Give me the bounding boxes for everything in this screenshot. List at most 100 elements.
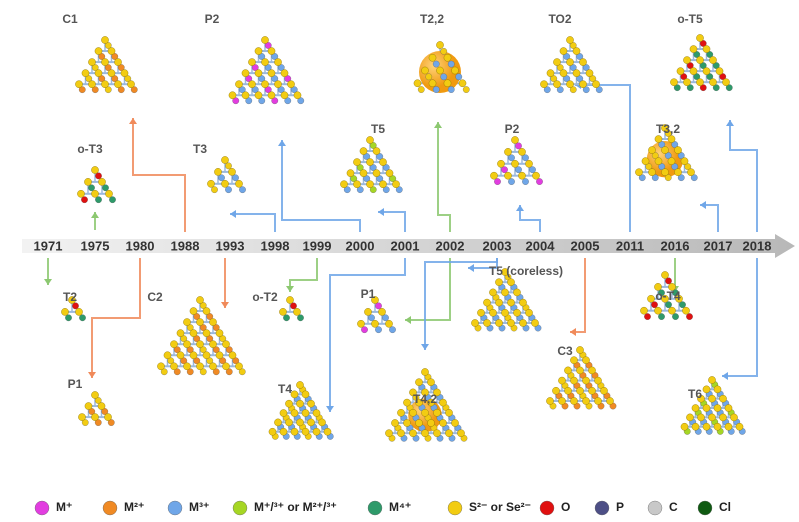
atom bbox=[443, 79, 452, 88]
atom bbox=[296, 399, 304, 408]
atom bbox=[579, 80, 587, 88]
atom bbox=[287, 80, 295, 88]
arrowhead bbox=[221, 302, 229, 308]
atom bbox=[94, 397, 102, 404]
atom bbox=[167, 357, 175, 365]
atom bbox=[661, 271, 669, 279]
atom bbox=[264, 42, 272, 49]
atom bbox=[691, 404, 700, 412]
atom bbox=[592, 80, 600, 88]
atom bbox=[114, 80, 122, 88]
atom bbox=[254, 69, 263, 77]
arrowhead bbox=[378, 208, 384, 216]
atom bbox=[490, 171, 498, 180]
atom bbox=[677, 152, 685, 159]
atom bbox=[606, 397, 614, 405]
atom bbox=[104, 86, 112, 94]
year-label: 2017 bbox=[704, 238, 733, 253]
year-label: 1980 bbox=[126, 238, 155, 253]
atom bbox=[582, 397, 590, 405]
connector bbox=[437, 122, 451, 232]
atom bbox=[719, 73, 727, 80]
timeline-arrow bbox=[22, 234, 795, 258]
atom bbox=[576, 53, 584, 60]
atom bbox=[277, 86, 285, 94]
atom bbox=[371, 319, 379, 328]
year-label: 2018 bbox=[743, 238, 772, 253]
atom bbox=[104, 413, 112, 421]
atom bbox=[563, 53, 571, 60]
atom bbox=[111, 53, 119, 60]
atom bbox=[569, 42, 577, 49]
atom bbox=[382, 164, 390, 171]
atom bbox=[665, 301, 672, 309]
cluster bbox=[670, 34, 733, 92]
atom bbox=[232, 357, 240, 365]
atom bbox=[241, 91, 250, 100]
atom bbox=[340, 180, 348, 188]
atom bbox=[212, 368, 220, 376]
cluster bbox=[157, 296, 246, 376]
atom bbox=[432, 86, 440, 93]
atom bbox=[214, 168, 222, 176]
atom bbox=[706, 51, 714, 58]
structure-label: C1 bbox=[62, 12, 78, 26]
legend-swatch bbox=[367, 500, 383, 516]
atom bbox=[271, 97, 279, 105]
atom bbox=[95, 196, 102, 204]
atom bbox=[397, 408, 405, 417]
atom bbox=[280, 91, 289, 100]
atom bbox=[661, 168, 669, 176]
atom bbox=[564, 366, 572, 375]
atom bbox=[553, 58, 561, 66]
atom bbox=[582, 64, 590, 71]
cluster bbox=[340, 136, 403, 194]
atom bbox=[301, 427, 310, 436]
atom bbox=[433, 388, 441, 397]
arrowhead bbox=[44, 279, 52, 285]
atom bbox=[569, 86, 577, 94]
atom bbox=[193, 335, 201, 342]
atom bbox=[297, 314, 304, 322]
atom bbox=[515, 142, 522, 150]
atom bbox=[428, 53, 437, 62]
cluster bbox=[635, 124, 698, 182]
atom bbox=[235, 80, 243, 88]
arrowhead bbox=[516, 205, 524, 211]
atom bbox=[680, 422, 689, 431]
atom bbox=[98, 53, 106, 60]
atom bbox=[686, 62, 694, 69]
atom bbox=[641, 157, 650, 165]
atom bbox=[447, 86, 455, 93]
atom bbox=[84, 402, 93, 410]
year-label: 2016 bbox=[661, 238, 690, 253]
atom bbox=[674, 146, 682, 154]
atom bbox=[94, 419, 102, 426]
arrowhead bbox=[129, 118, 137, 124]
atom bbox=[91, 413, 99, 421]
atom bbox=[428, 79, 437, 88]
atom bbox=[696, 78, 704, 86]
arrowhead bbox=[326, 406, 334, 412]
structure-label: T2,2 bbox=[420, 12, 444, 26]
arrowhead bbox=[421, 344, 429, 350]
atom bbox=[654, 157, 663, 165]
atom bbox=[239, 186, 246, 194]
atom bbox=[433, 408, 441, 417]
atom bbox=[546, 397, 554, 405]
atom bbox=[702, 67, 711, 75]
atom bbox=[72, 302, 79, 310]
atom bbox=[279, 409, 288, 417]
atom bbox=[638, 174, 646, 182]
atom bbox=[301, 390, 310, 399]
year-label: 1998 bbox=[261, 238, 290, 253]
atom bbox=[563, 75, 571, 82]
atom bbox=[440, 73, 448, 81]
atom bbox=[672, 289, 679, 297]
legend-label: Cl bbox=[719, 500, 731, 514]
atom bbox=[421, 368, 429, 376]
atom bbox=[107, 419, 115, 426]
year-label: 1975 bbox=[81, 238, 110, 253]
atom bbox=[529, 166, 536, 174]
atom bbox=[372, 169, 381, 177]
